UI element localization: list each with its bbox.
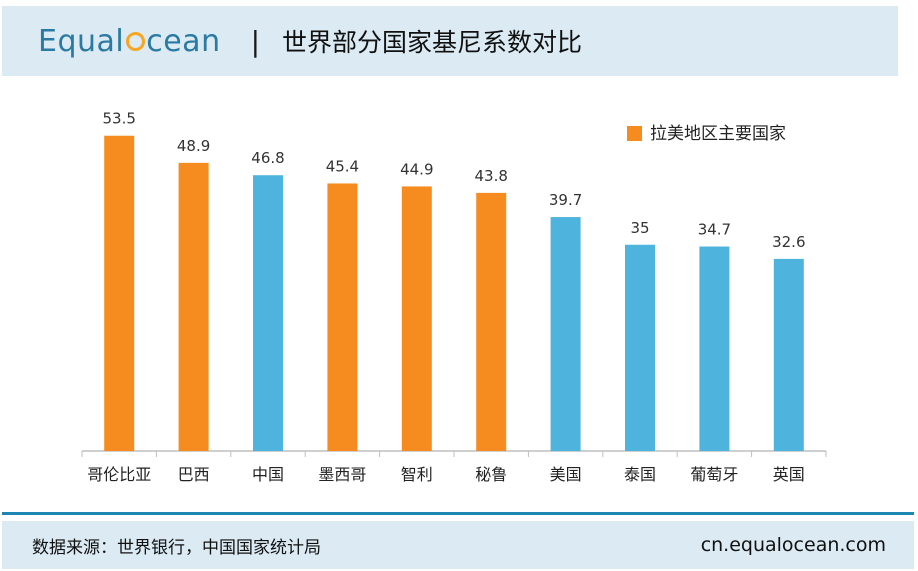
value-label: 43.8: [474, 167, 507, 185]
value-label: 53.5: [102, 110, 135, 128]
bar-6: [476, 192, 507, 451]
category-label: 巴西: [178, 465, 210, 484]
bar-2: [178, 162, 209, 451]
value-label: 34.7: [698, 221, 731, 239]
bar-3: [253, 175, 283, 451]
bar-chart: 53.5 哥伦比亚 48.9 巴西 46.8 中国 45.4 墨西哥 44.9 智利 43.8 秘鲁 3…: [81, 110, 827, 484]
value-label: 48.9: [177, 137, 210, 155]
data-source: 数据来源：世界银行，中国国家统计局: [32, 537, 321, 558]
footer-rule: [2, 512, 914, 515]
category-label: 中国: [252, 465, 284, 484]
title-separator: |: [250, 24, 261, 58]
logo-text-right: cean: [146, 23, 221, 59]
site-url[interactable]: cn.equalocean.com: [700, 534, 886, 556]
category-label: 葡萄牙: [690, 465, 738, 484]
value-label: 44.9: [400, 160, 433, 178]
category-label: 英国: [773, 465, 805, 484]
value-label: 32.6: [772, 233, 805, 251]
bar-5: [401, 186, 432, 451]
header-banner: Equal cean | 世界部分国家基尼系数对比: [2, 6, 898, 76]
category-label: 美国: [550, 465, 582, 484]
value-label: 35: [630, 219, 649, 237]
category-label: 泰国: [624, 465, 656, 484]
bar-7: [550, 217, 581, 451]
footer-banner: 数据来源：世界银行，中国国家统计局 cn.equalocean.com: [2, 521, 914, 569]
category-label: 墨西哥: [318, 465, 366, 484]
chart-area: 53.5 哥伦比亚 48.9 巴西 46.8 中国 45.4 墨西哥 44.9 智利 43.8 秘鲁 3…: [0, 76, 918, 510]
chart-title: 世界部分国家基尼系数对比: [282, 28, 583, 57]
bar-4: [327, 183, 358, 451]
logo-text-left: Equal: [38, 23, 125, 59]
legend-swatch: [627, 126, 642, 141]
category-label: 哥伦比亚: [87, 465, 151, 484]
value-label: 46.8: [251, 149, 284, 167]
value-label: 45.4: [326, 157, 359, 175]
bar-10: [773, 258, 804, 451]
legend-label: 拉美地区主要国家: [650, 124, 786, 144]
bar-1: [104, 135, 135, 451]
logo-o-icon: [126, 31, 146, 51]
category-label: 智利: [401, 465, 433, 484]
bar-8: [625, 244, 655, 451]
value-label: 39.7: [549, 191, 582, 209]
bar-9: [699, 246, 730, 451]
category-label: 秘鲁: [475, 465, 507, 484]
equalocean-logo: Equal cean: [38, 24, 221, 59]
